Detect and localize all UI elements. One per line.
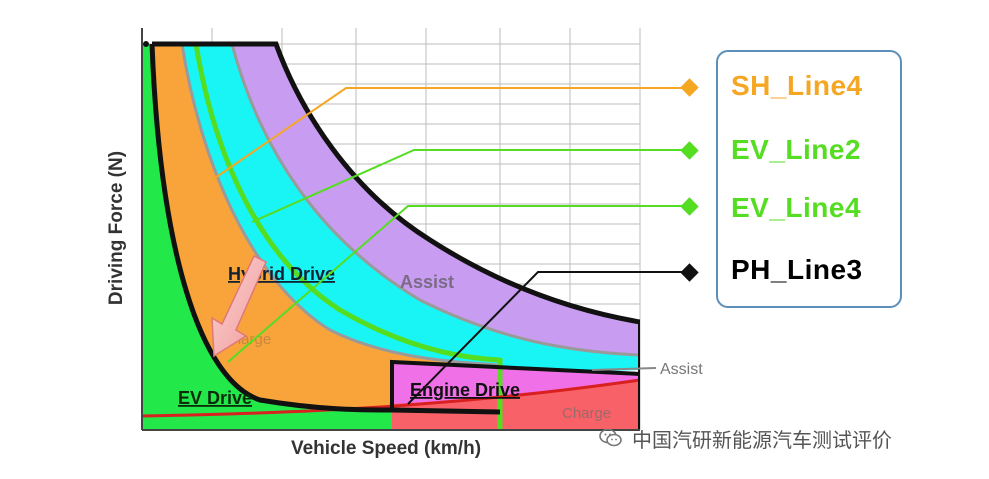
watermark: 中国汽研新能源汽车测试评价 (598, 422, 892, 454)
legend-leaders (211, 78, 699, 405)
engine-drive-label: Engine Drive (410, 380, 520, 400)
engine-charge-region (392, 380, 640, 430)
legend-box (716, 50, 902, 308)
legend-ev-line4: EV_Line4 (731, 192, 862, 223)
legend-sh-line4: SH_Line4 (731, 70, 863, 101)
charge-right-label: Charge (562, 405, 611, 422)
ev-line2-curve (193, 43, 501, 363)
max-force-envelope (152, 41, 640, 325)
hybrid-drive-region (182, 44, 640, 375)
sh-line4-leader (211, 87, 690, 181)
ph-line3-leader (407, 271, 690, 405)
assist-outside-label: Assist (660, 361, 703, 378)
assist-region (232, 44, 640, 355)
shift-arrow (211, 254, 267, 358)
road-load-line (142, 378, 640, 418)
ev-drive-label: EV Drive (178, 388, 252, 408)
wechat-icon (599, 428, 622, 447)
assist-upper-label: Assist (400, 272, 454, 292)
legend-ph-line3: PH_Line3 (731, 254, 863, 285)
engine-drive-box (390, 359, 640, 430)
assist-pointer-line (591, 367, 657, 371)
legend-ev-line2: EV_Line2 (731, 134, 862, 165)
ev-envelope (149, 43, 501, 415)
ev-drive-region (142, 44, 500, 430)
ev-line2-leader (251, 149, 690, 223)
y-axis-title: Driving Force (N) (106, 151, 127, 305)
ev-line4-leader (227, 205, 690, 363)
watermark-text: 中国汽研新能源汽车测试评价 (632, 427, 892, 452)
x-axis-title: Vehicle Speed (km/h) (291, 438, 481, 459)
axes (141, 28, 640, 431)
